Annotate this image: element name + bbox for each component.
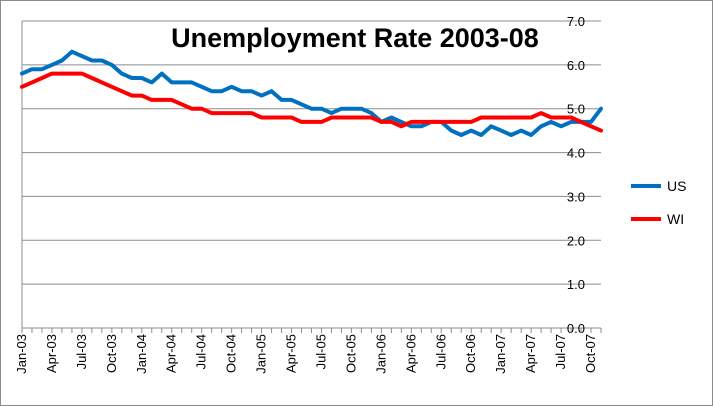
x-tick-label: Oct-04 [224, 334, 239, 373]
x-axis-labels: Jan-03 Apr-03 Jul-03 Oct-03 Jan-04 Apr-04 Jul-… [14, 334, 598, 374]
x-tick-label: Jan-03 [14, 334, 29, 374]
x-tick-label: Apr-07 [523, 334, 538, 373]
x-tick-label: Jan-04 [134, 334, 149, 374]
x-tick-label: Oct-06 [463, 334, 478, 373]
y-axis-labels: 0.0 1.0 2.0 3.0 4.0 5.0 6.0 7.0 [567, 14, 585, 336]
legend-label-wi: WI [667, 211, 684, 227]
x-tick-label: Oct-05 [343, 334, 358, 373]
y-tick-label: 2.0 [567, 233, 585, 248]
legend-label-us: US [667, 178, 686, 194]
x-tick-label: Jul-07 [553, 334, 568, 369]
y-tick-label: 7.0 [567, 14, 585, 29]
x-tick-label: Apr-05 [284, 334, 299, 373]
x-tick-label: Jan-07 [493, 334, 508, 374]
x-tick-label: Apr-06 [403, 334, 418, 373]
y-tick-label: 5.0 [567, 102, 585, 117]
series-lines [20, 49, 603, 137]
legend: US WI [631, 178, 686, 227]
x-tick-label: Jul-05 [313, 334, 328, 369]
x-tick-label: Apr-03 [44, 334, 59, 373]
x-tick-label: Jan-06 [373, 334, 388, 374]
x-tick-label: Jul-03 [74, 334, 89, 369]
chart-title: Unemployment Rate 2003-08 [171, 23, 539, 53]
gridlines [22, 20, 601, 329]
y-tick-label: 1.0 [567, 277, 585, 292]
x-axis [21, 21, 602, 333]
x-tick-label: Oct-07 [583, 334, 598, 373]
x-tick-label: Oct-03 [104, 334, 119, 373]
x-tick-label: Apr-04 [164, 334, 179, 373]
y-tick-label: 4.0 [567, 146, 585, 161]
x-tick-label: Jan-05 [254, 334, 269, 374]
series-line-wi [20, 71, 603, 133]
x-tick-label: Jul-06 [433, 334, 448, 369]
series-line-us [20, 49, 603, 137]
y-tick-label: 3.0 [567, 189, 585, 204]
y-tick-label: 6.0 [567, 58, 585, 73]
y-tick-label: 0.0 [567, 321, 585, 336]
x-tick-label: Jul-04 [194, 334, 209, 369]
